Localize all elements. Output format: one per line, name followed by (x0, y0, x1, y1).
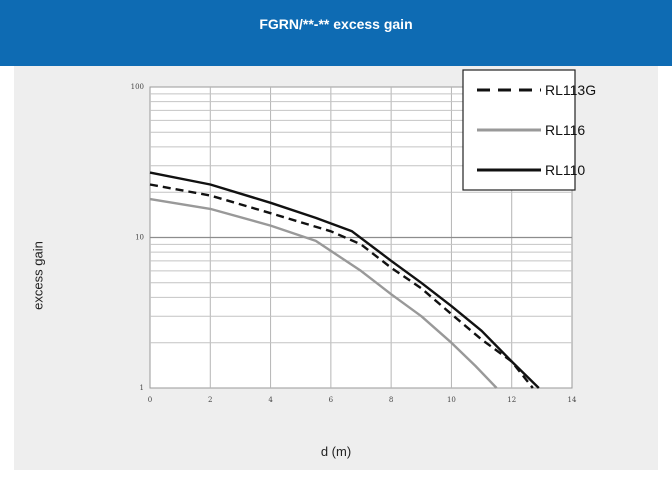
legend-label-rl116: RL116 (545, 122, 585, 138)
x-tick-label: 14 (568, 396, 577, 404)
y-tick-label: 1 (140, 384, 144, 392)
legend-label-rl110: RL110 (545, 162, 585, 178)
series-line-rl116 (149, 197, 498, 389)
x-tick-label: 12 (507, 396, 516, 404)
x-tick-label: 6 (329, 396, 334, 404)
x-axis-label: d (m) (320, 444, 352, 459)
legend-label-rl113g: RL113G (545, 82, 596, 98)
x-tick-label: 2 (208, 396, 212, 404)
chart-title: FGRN/**-** excess gain (259, 16, 413, 32)
x-tick-label: 8 (389, 396, 393, 404)
y-tick-label: 100 (131, 83, 144, 91)
x-tick-label: 0 (148, 396, 152, 404)
y-tick-label: 10 (135, 234, 144, 242)
x-tick-label: 4 (268, 396, 273, 404)
series-line-rl110 (149, 171, 540, 389)
header-bar: FGRN/**-** excess gain (0, 0, 672, 66)
x-tick-label: 10 (447, 396, 456, 404)
